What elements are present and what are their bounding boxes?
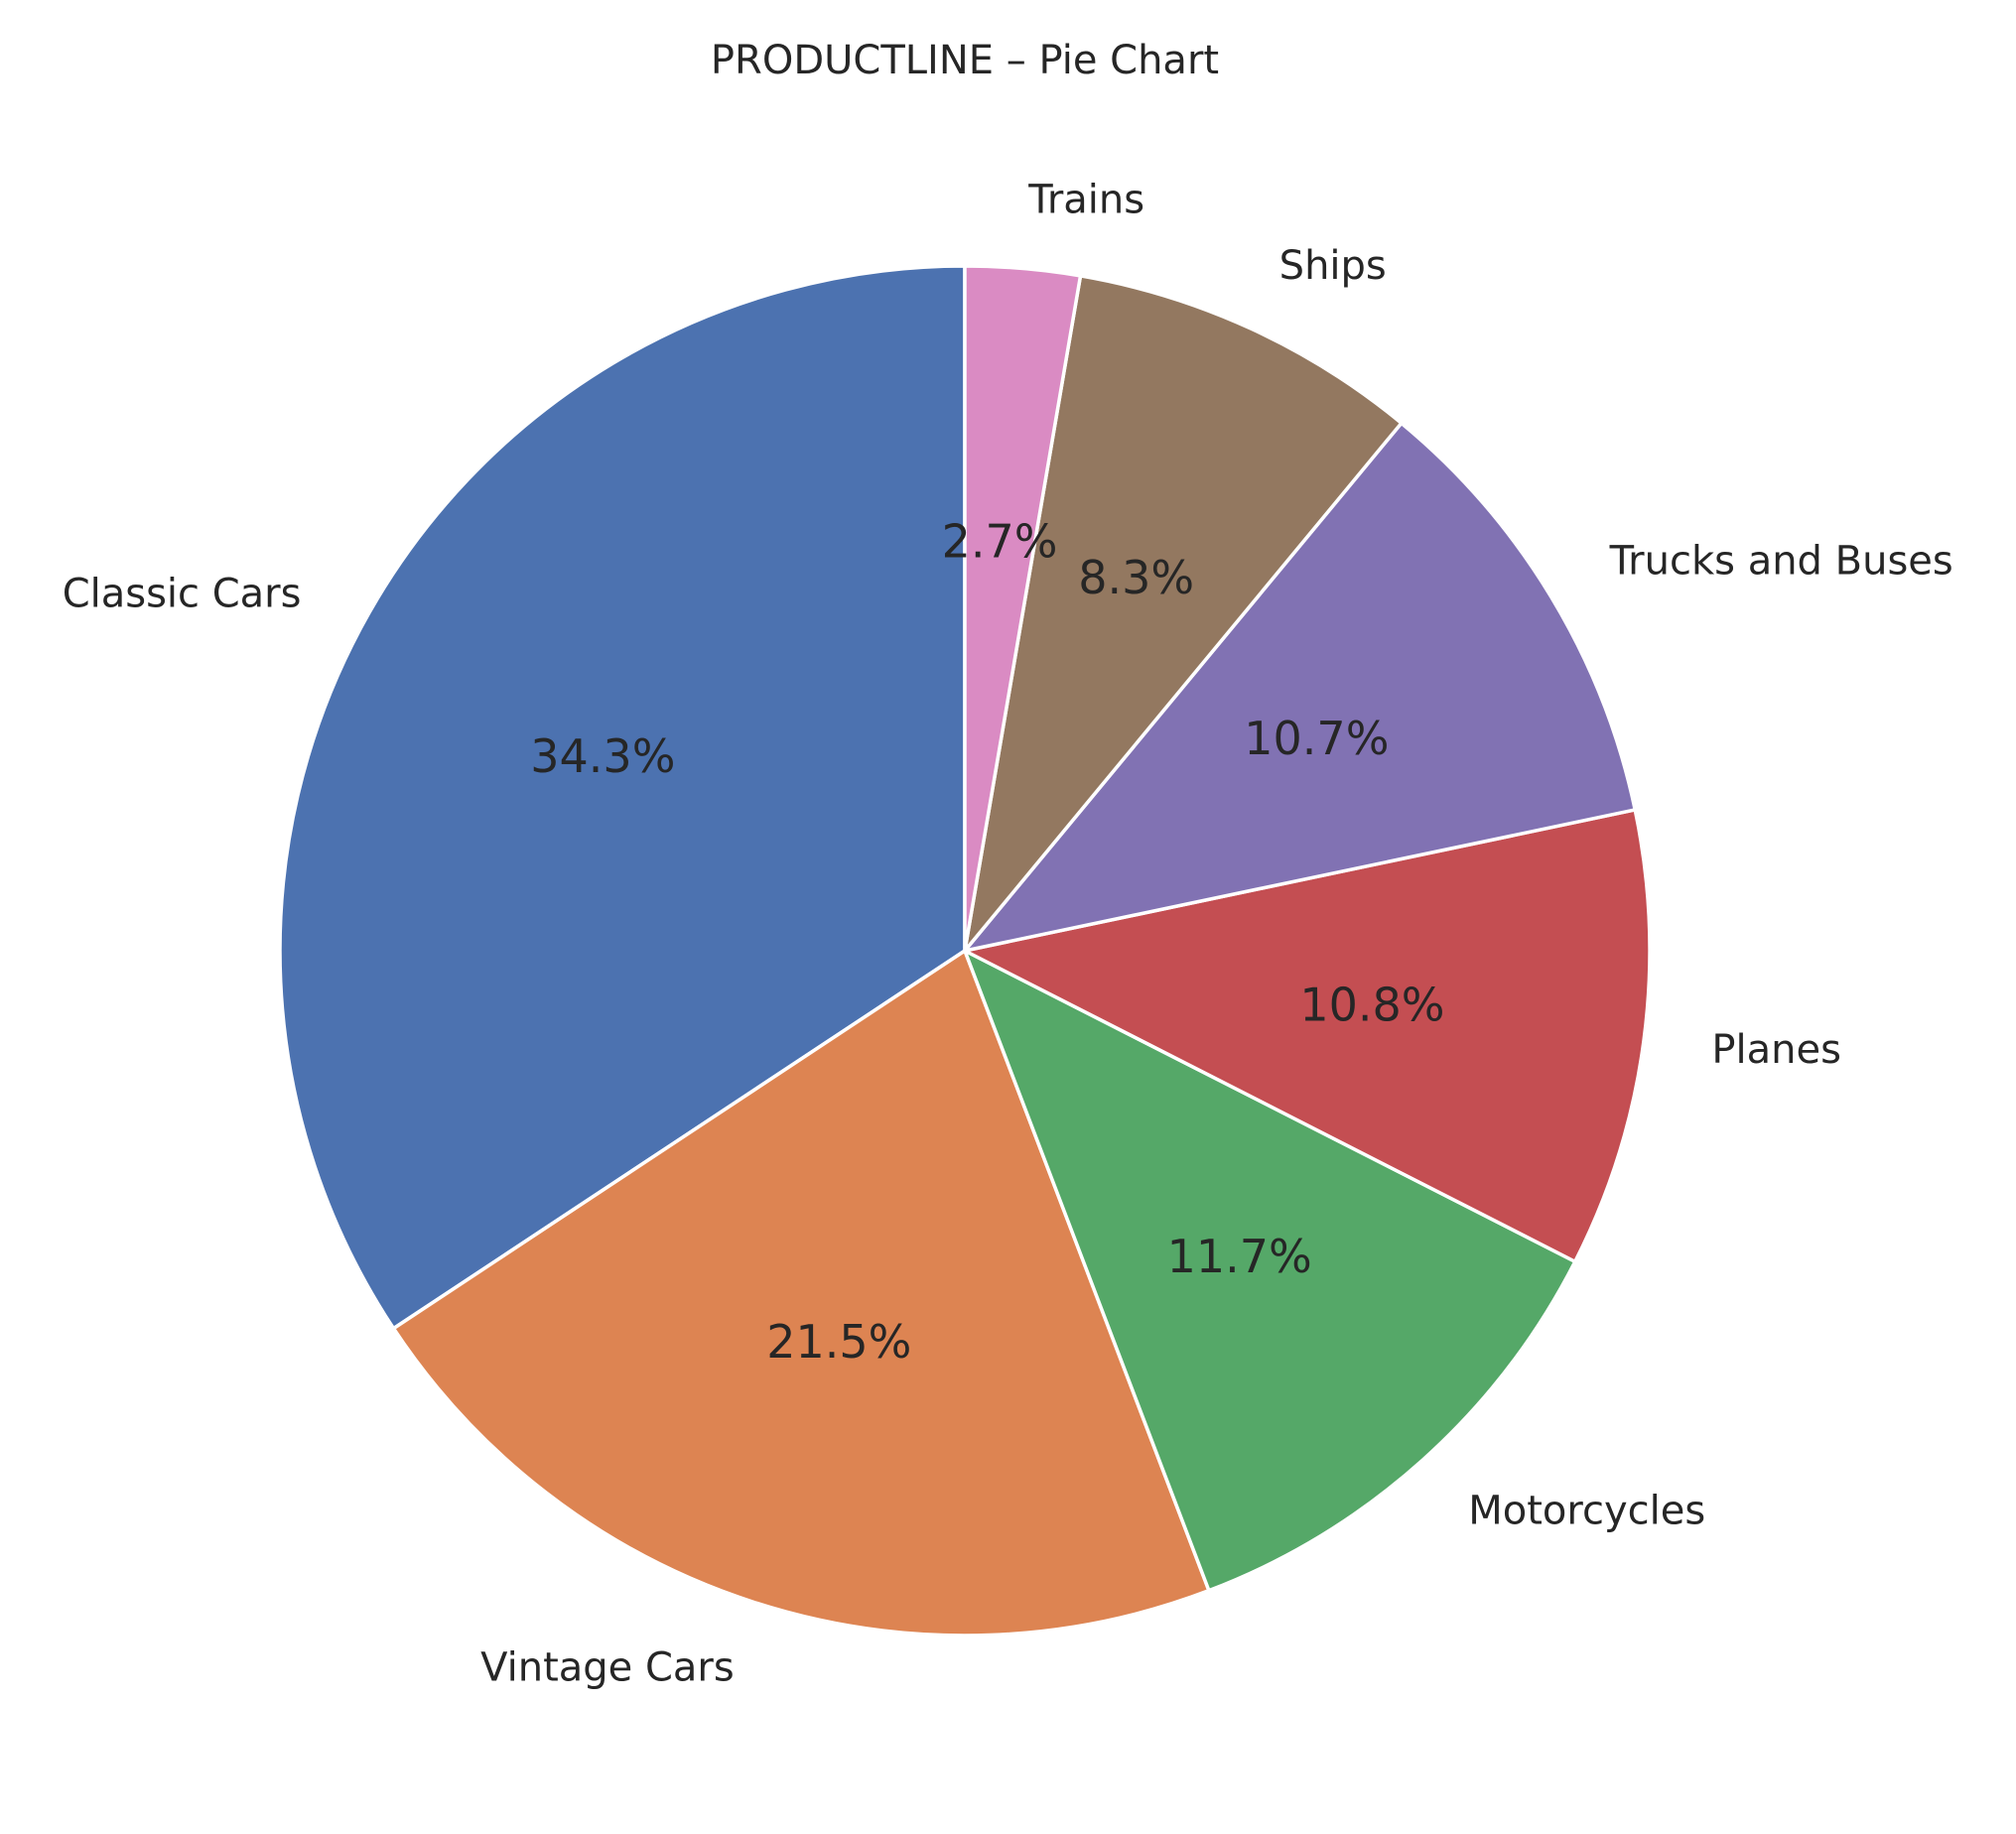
pie-slices — [278, 264, 1652, 1638]
pie-slice-trucks-and-buses — [963, 421, 1637, 953]
pct-label-trains: 2.7% — [942, 514, 1058, 568]
category-label-ships: Ships — [1279, 243, 1387, 289]
pie-slice-ships — [963, 274, 1404, 953]
pct-label-classic-cars: 34.3% — [530, 729, 675, 783]
category-label-trucks-and-buses: Trucks and Buses — [1609, 539, 1953, 585]
category-label-classic-cars: Classic Cars — [63, 572, 302, 617]
pct-label-motorcycles: 11.7% — [1167, 1230, 1312, 1283]
pie-slice-motorcycles — [963, 949, 1577, 1593]
category-label-planes: Planes — [1711, 1027, 1841, 1073]
pie-slice-trains — [963, 264, 1083, 953]
pct-label-vintage-cars: 21.5% — [766, 1315, 911, 1369]
pie-slice-planes — [963, 808, 1652, 1263]
pct-label-ships: 8.3% — [1078, 551, 1194, 604]
pct-label-planes: 10.8% — [1299, 978, 1444, 1031]
category-label-vintage-cars: Vintage Cars — [480, 1645, 735, 1691]
category-label-motorcycles: Motorcycles — [1468, 1489, 1705, 1534]
category-labels: Classic Cars Vintage Cars Motorcycles Plane… — [63, 178, 1953, 1691]
pie-slice-vintage-cars — [391, 949, 1211, 1638]
pct-label-trucks-and-buses: 10.7% — [1244, 712, 1389, 765]
category-label-trains: Trains — [1027, 178, 1144, 223]
percentage-labels: 34.3% 21.5% 11.7% 10.8% 10.7% 8.3% 2.7% — [530, 514, 1444, 1369]
chart-title: PRODUCTLINE – Pie Chart — [711, 38, 1219, 83]
